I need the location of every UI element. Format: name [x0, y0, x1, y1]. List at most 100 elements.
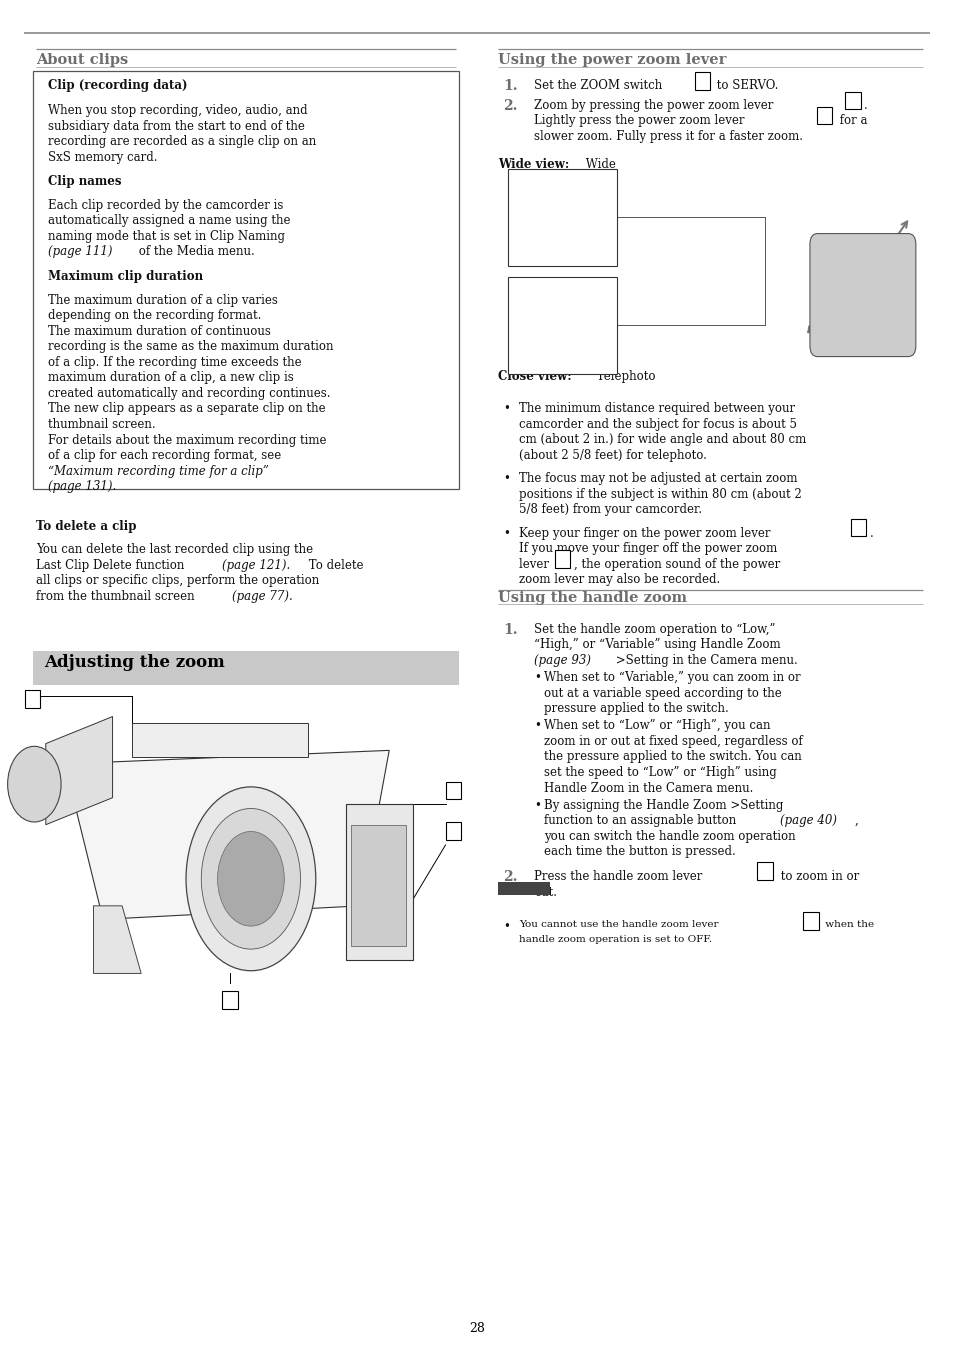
Text: .: . [869, 526, 873, 539]
Text: W: W [512, 174, 519, 183]
Text: The new clip appears as a separate clip on the: The new clip appears as a separate clip … [48, 403, 325, 415]
Bar [33, 652, 458, 684]
Text: Press the handle zoom lever: Press the handle zoom lever [534, 871, 705, 883]
Text: The focus may not be adjusted at certain zoom: The focus may not be adjusted at certain… [518, 472, 797, 485]
Text: (page 121).: (page 121). [222, 558, 291, 572]
Text: lever: lever [518, 557, 552, 571]
Text: •: • [534, 799, 540, 811]
Text: •: • [502, 402, 509, 415]
Text: for a: for a [835, 114, 866, 127]
Text: 2.: 2. [502, 871, 517, 884]
FancyBboxPatch shape [809, 234, 915, 357]
Text: (page 111): (page 111) [48, 246, 112, 258]
Text: out at a variable speed according to the: out at a variable speed according to the [543, 687, 781, 700]
Text: automatically assigned a name using the: automatically assigned a name using the [48, 215, 290, 227]
Text: If you move your finger off the power zoom: If you move your finger off the power zo… [518, 542, 777, 556]
Text: Using the power zoom lever: Using the power zoom lever [497, 53, 725, 66]
Circle shape [186, 787, 315, 971]
Bar [850, 519, 865, 537]
Text: , the operation sound of the power: , the operation sound of the power [574, 557, 780, 571]
Text: 1.: 1. [502, 80, 517, 93]
Polygon shape [93, 906, 141, 973]
Text: Lightly press the power zoom lever: Lightly press the power zoom lever [534, 114, 748, 127]
Text: •: • [502, 472, 509, 485]
Text: each time the button is pressed.: each time the button is pressed. [543, 845, 735, 859]
Text: C: C [558, 553, 566, 562]
Text: ,: , [854, 814, 858, 827]
Text: set the speed to “Low” or “High” using: set the speed to “Low” or “High” using [543, 767, 776, 779]
Text: T: T [597, 174, 601, 183]
Text: Set the ZOOM switch: Set the ZOOM switch [534, 80, 665, 92]
Text: of a clip. If the recording time exceeds the: of a clip. If the recording time exceeds… [48, 356, 301, 369]
Text: Adjusting the zoom: Adjusting the zoom [44, 654, 224, 671]
Bar [507, 277, 617, 375]
Text: camcorder and the subject for focus is about 5: camcorder and the subject for focus is a… [518, 418, 796, 431]
Text: zoom in or out at fixed speed, regardless of: zoom in or out at fixed speed, regardles… [543, 735, 801, 748]
Bar [757, 863, 772, 880]
Bar [33, 70, 458, 489]
Text: function to an assignable button: function to an assignable button [543, 814, 739, 827]
Text: The maximum duration of continuous: The maximum duration of continuous [48, 324, 271, 338]
Text: depending on the recording format.: depending on the recording format. [48, 310, 261, 322]
Text: pressure applied to the switch.: pressure applied to the switch. [543, 702, 728, 715]
Text: By assigning the Handle Zoom >Setting: By assigning the Handle Zoom >Setting [543, 799, 782, 811]
Bar [346, 804, 413, 960]
Text: when the: when the [821, 919, 874, 929]
Text: C: C [854, 522, 862, 531]
Text: .: . [863, 99, 867, 112]
Bar [351, 825, 406, 946]
Text: to zoom in or: to zoom in or [776, 871, 858, 883]
Text: “Maximum recording time for a clip”: “Maximum recording time for a clip” [48, 465, 268, 477]
Text: You can delete the last recorded clip using the: You can delete the last recorded clip us… [36, 544, 313, 556]
Text: to SERVO.: to SERVO. [712, 80, 778, 92]
Text: SxS memory card.: SxS memory card. [48, 150, 157, 164]
Circle shape [217, 831, 284, 926]
Bar [222, 991, 237, 1009]
Text: •: • [502, 526, 509, 539]
Text: Maximum clip duration: Maximum clip duration [48, 270, 203, 284]
Text: Handle Zoom in the Camera menu.: Handle Zoom in the Camera menu. [543, 781, 752, 795]
Bar [25, 690, 40, 707]
Text: of a clip for each recording format, see: of a clip for each recording format, see [48, 449, 280, 462]
Text: positions if the subject is within 80 cm (about 2: positions if the subject is within 80 cm… [518, 488, 801, 500]
Text: The maximum duration of a clip varies: The maximum duration of a clip varies [48, 293, 277, 307]
Text: Using the handle zoom: Using the handle zoom [497, 591, 686, 606]
Circle shape [201, 808, 300, 949]
Text: all clips or specific clips, perform the operation: all clips or specific clips, perform the… [36, 575, 319, 587]
Text: W: W [512, 283, 519, 291]
Text: C: C [820, 110, 827, 119]
Text: When you stop recording, video, audio, and: When you stop recording, video, audio, a… [48, 104, 307, 118]
Text: To delete: To delete [305, 558, 363, 572]
Text: cm (about 2 in.) for wide angle and about 80 cm: cm (about 2 in.) for wide angle and abou… [518, 433, 805, 446]
Text: maximum duration of a clip, a new clip is: maximum duration of a clip, a new clip i… [48, 372, 294, 384]
Text: D: D [225, 994, 234, 1005]
Bar [507, 169, 617, 266]
Text: The minimum distance required between your: The minimum distance required between yo… [518, 402, 794, 415]
Text: “High,” or “Variable” using Handle Zoom: “High,” or “Variable” using Handle Zoom [534, 638, 781, 652]
Text: naming mode that is set in Clip Naming: naming mode that is set in Clip Naming [48, 230, 284, 243]
Text: Each clip recorded by the camcorder is: Each clip recorded by the camcorder is [48, 199, 283, 212]
Text: Note: Note [502, 894, 530, 903]
Text: •: • [502, 919, 509, 933]
Text: you can switch the handle zoom operation: you can switch the handle zoom operation [543, 830, 795, 842]
Text: (about 2 5/8 feet) for telephoto.: (about 2 5/8 feet) for telephoto. [518, 449, 706, 462]
Text: B: B [448, 784, 457, 795]
Text: (page 40): (page 40) [780, 814, 837, 827]
Bar [445, 822, 460, 840]
Text: •: • [534, 671, 540, 684]
Text: recording is the same as the maximum duration: recording is the same as the maximum dur… [48, 341, 333, 353]
Text: subsidiary data from the start to end of the: subsidiary data from the start to end of… [48, 119, 304, 132]
Polygon shape [46, 717, 112, 825]
Text: 1.: 1. [502, 623, 517, 637]
Text: recording are recorded as a single clip on an: recording are recorded as a single clip … [48, 135, 315, 149]
Bar [132, 723, 308, 757]
Text: A: A [806, 915, 814, 925]
Text: About clips: About clips [36, 53, 129, 66]
Polygon shape [65, 750, 389, 919]
Text: Clip (recording data): Clip (recording data) [48, 80, 187, 92]
Text: A: A [760, 865, 768, 875]
Text: 5/8 feet) from your camcorder.: 5/8 feet) from your camcorder. [518, 503, 701, 516]
Text: A: A [28, 692, 37, 703]
Text: Last Clip Delete function: Last Clip Delete function [36, 558, 188, 572]
Text: •: • [534, 719, 540, 733]
